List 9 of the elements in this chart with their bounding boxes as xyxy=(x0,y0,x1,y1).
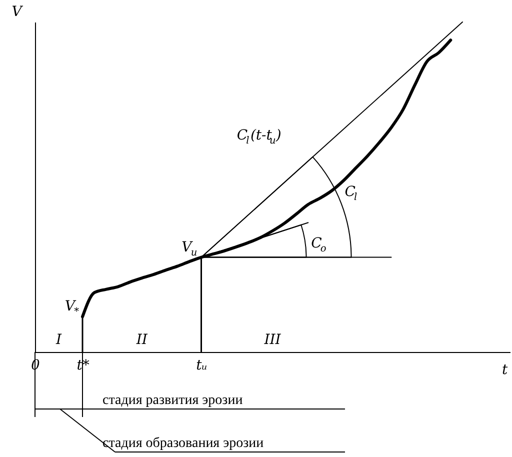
annotation: III xyxy=(263,332,282,348)
x-axis-title: t xyxy=(502,362,508,378)
annotation: I xyxy=(54,332,62,348)
text: стадия развития эрозии xyxy=(102,393,244,408)
text: стадия образования эрозии xyxy=(102,436,264,451)
annotation: II xyxy=(135,332,148,348)
annotation: V* xyxy=(64,298,80,318)
x-tick-label: tᵤ xyxy=(196,358,208,374)
y-axis-title: V xyxy=(12,4,24,20)
